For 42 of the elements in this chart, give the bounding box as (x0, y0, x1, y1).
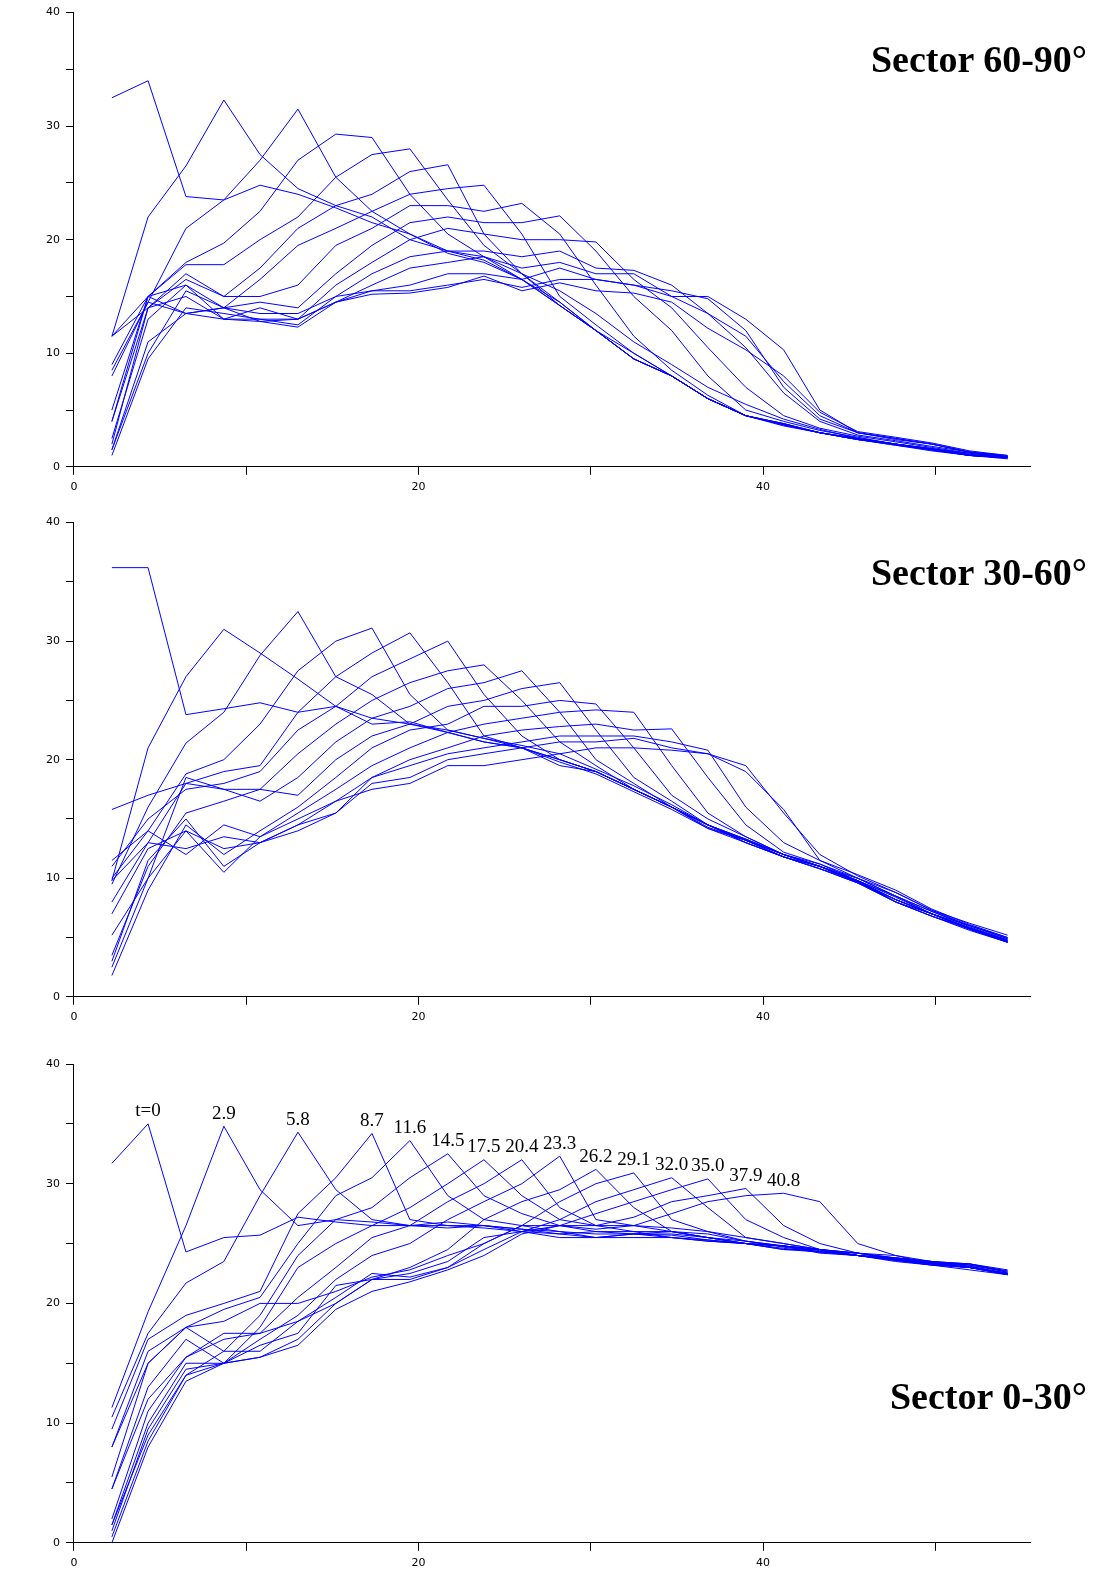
text: Sector 30-60° (870, 550, 1087, 593)
x-tick-label: 20 (411, 1010, 426, 1024)
x-tick-label: 0 (70, 1010, 78, 1024)
y-tick-label: 20 (46, 752, 60, 766)
text: Sector 0-30° (889, 1374, 1087, 1417)
series-label: 14.5 (431, 1129, 465, 1151)
y-tick-label: 20 (46, 232, 60, 246)
series-label: 20.4 (505, 1135, 539, 1157)
x-tick-label: 0 (70, 480, 78, 494)
series-label: 2.9 (211, 1101, 236, 1123)
series-label: 23.3 (543, 1131, 577, 1153)
y-tick-label: 0 (53, 1535, 60, 1549)
x-tick-label: 20 (411, 1556, 426, 1570)
x-tick-label: 40 (756, 1010, 771, 1024)
y-tick-label: 40 (46, 515, 60, 529)
text: Sector 60-90° (870, 38, 1087, 81)
series-label: 17.5 (467, 1135, 501, 1157)
x-tick-label: 40 (756, 1556, 771, 1570)
series-label: 40.8 (767, 1168, 801, 1190)
y-tick-label: 0 (53, 989, 60, 1003)
series-label: 8.7 (360, 1108, 384, 1130)
y-tick-label: 10 (46, 346, 60, 360)
series-label: 37.9 (729, 1163, 763, 1185)
series-label: t=0 (135, 1099, 161, 1121)
series-label: 32.0 (655, 1153, 689, 1175)
x-tick-label: 20 (411, 480, 426, 494)
y-tick-label: 30 (46, 634, 60, 648)
y-tick-label: 30 (46, 119, 60, 133)
x-tick-label: 40 (756, 480, 771, 494)
y-tick-label: 0 (53, 459, 60, 473)
y-tick-label: 10 (46, 871, 60, 885)
y-tick-label: 40 (46, 1056, 60, 1070)
y-tick-label: 40 (46, 5, 60, 19)
y-tick-label: 30 (46, 1176, 60, 1190)
y-tick-label: 10 (46, 1415, 60, 1429)
series-label: 11.6 (393, 1116, 427, 1138)
series-label: 5.8 (286, 1107, 310, 1129)
series-label: 26.2 (579, 1144, 613, 1166)
series-label: 29.1 (617, 1148, 651, 1170)
y-tick-label: 20 (46, 1296, 60, 1310)
series-label: 35.0 (691, 1154, 725, 1176)
x-tick-label: 0 (70, 1556, 78, 1570)
